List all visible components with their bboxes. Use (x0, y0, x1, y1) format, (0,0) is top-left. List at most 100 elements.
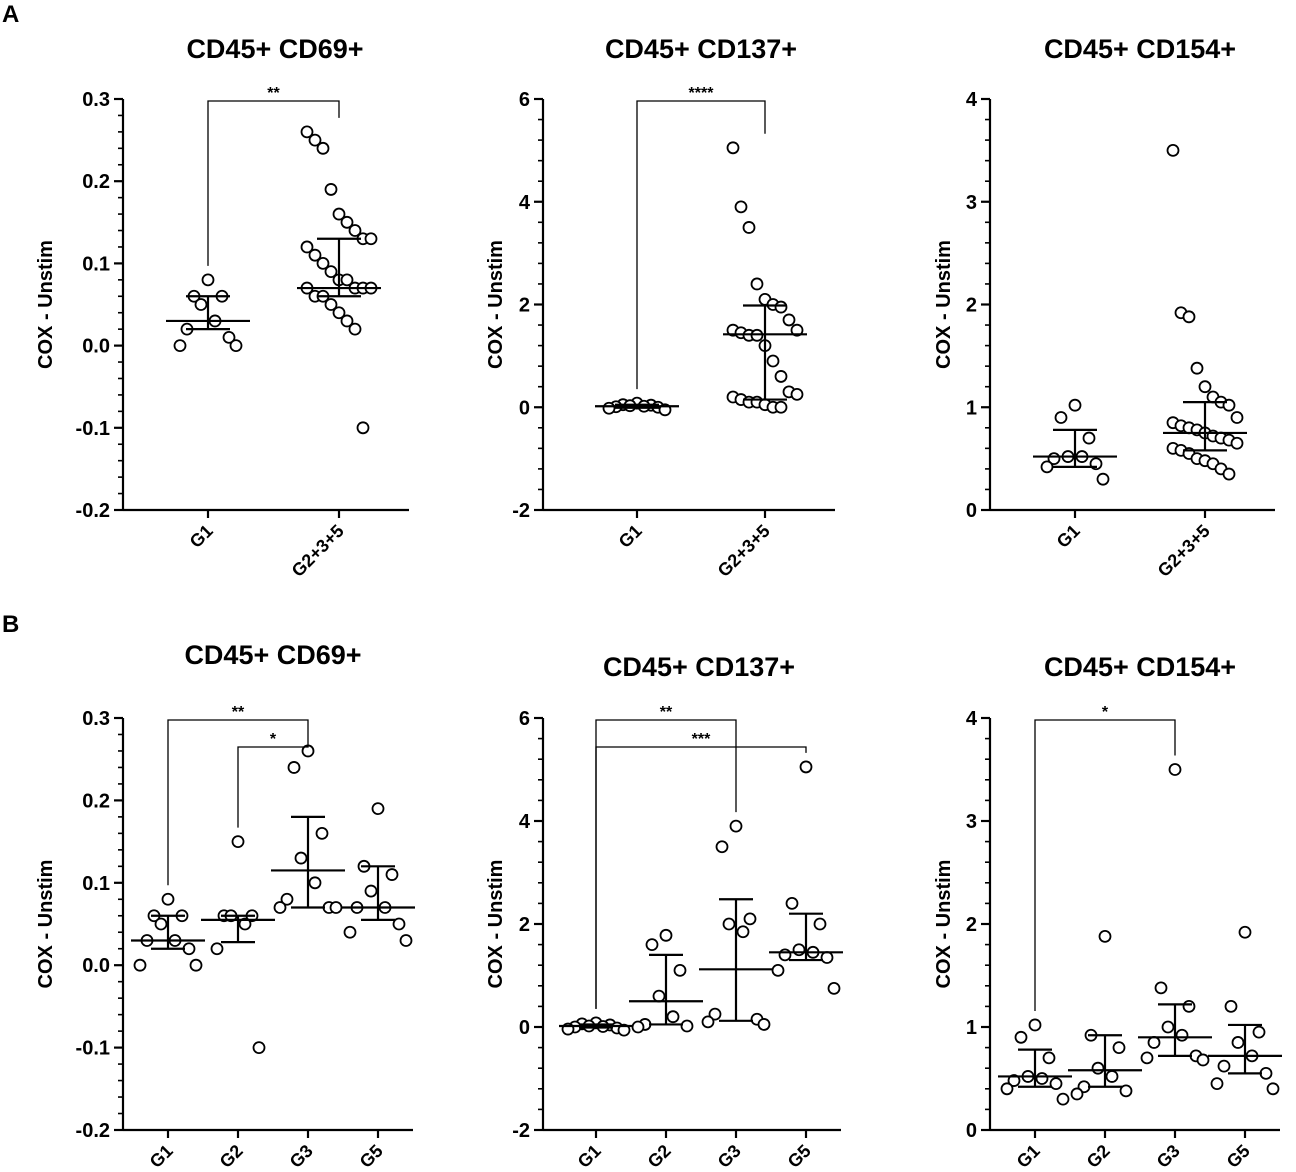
y-axis-label: COX - Unstim (933, 240, 955, 369)
data-point (1231, 1036, 1245, 1049)
data-point (300, 125, 314, 139)
data-point (631, 1020, 645, 1034)
data-point (680, 1019, 694, 1033)
data-point (315, 826, 329, 840)
significance-bracket (595, 746, 807, 1009)
significance-bracket (207, 100, 340, 266)
x-tick-label: G1 (186, 521, 217, 552)
data-point (1035, 1072, 1049, 1085)
y-tick-label: 2 (966, 295, 977, 317)
data-point (1096, 472, 1110, 486)
data-point (1049, 1077, 1063, 1091)
data-point (348, 224, 362, 237)
y-tick-label: 2 (966, 914, 977, 936)
data-point (316, 256, 330, 270)
data-point (766, 354, 780, 368)
chart-a3: CD45+ CD154+ COX - Unstim 0 1 2 3 4 G1 G2+3+5 (933, 34, 1275, 581)
x-tick-label: G2 (1083, 1141, 1114, 1172)
data-point (340, 215, 354, 229)
data-point (273, 901, 287, 914)
data-point (774, 400, 788, 414)
data-point (722, 917, 736, 931)
x-tick-label: G1 (615, 521, 646, 552)
data-point (666, 1010, 680, 1024)
data-point (316, 141, 330, 155)
data-point (1230, 411, 1244, 424)
x-tick-label: G3 (1153, 1141, 1184, 1172)
data-point (813, 917, 827, 931)
data-point (1238, 925, 1252, 939)
data-point (673, 963, 687, 977)
data-point (1217, 1059, 1231, 1073)
x-tick-label: G2+3+5 (1154, 521, 1214, 581)
panel-a-label: A (2, 1, 19, 28)
y-tick-label: -2 (512, 1120, 530, 1142)
data-point (782, 313, 796, 327)
significance-stars: ** (267, 85, 280, 102)
chart-b1: CD45+ CD69+ COX - Unstim -0.2 -0.1 0.0 0.1 0.2… (35, 640, 415, 1172)
chart-title: CD45+ CD69+ (184, 640, 361, 670)
data-point (792, 943, 806, 957)
data-point (1105, 1070, 1119, 1083)
x-tick-label: G2 (644, 1141, 675, 1172)
y-tick-label: 4 (519, 192, 531, 214)
data-point (340, 273, 354, 287)
significance-stars: * (270, 731, 277, 748)
data-point (194, 298, 208, 311)
data-point (356, 421, 370, 435)
y-tick-label: 0 (519, 397, 530, 419)
y-tick-label: 0.2 (82, 171, 110, 193)
data-point (1190, 361, 1204, 375)
data-point (231, 835, 245, 848)
data-point (364, 884, 378, 898)
data-point (343, 925, 357, 939)
data-point (1166, 143, 1180, 157)
data-point (774, 300, 788, 314)
y-tick-label: 6 (519, 708, 530, 730)
chart-title: CD45+ CD137+ (605, 34, 797, 64)
chart-a1: CD45+ CD69+ COX - Unstim -0.2 -0.1 0.0 0.1 0.2… (35, 34, 409, 581)
data-point (182, 942, 196, 956)
y-tick-label: 0.0 (82, 336, 110, 358)
data-point (734, 200, 748, 214)
data-point (392, 917, 406, 931)
y-tick-label: 0.1 (82, 253, 110, 275)
data-point (1098, 929, 1112, 943)
data-point (771, 963, 785, 977)
data-point (161, 892, 175, 906)
significance-bracket (237, 736, 309, 828)
significance-bracket (1034, 719, 1176, 1011)
x-tick-label: G3 (286, 1141, 317, 1172)
data-point (778, 948, 792, 962)
data-point (332, 306, 346, 320)
data-point (1091, 1061, 1105, 1075)
significance-bracket (167, 719, 309, 886)
data-point (1000, 1082, 1014, 1096)
data-point (774, 370, 788, 383)
data-point (1252, 1025, 1266, 1039)
y-tick-label: -0.2 (76, 500, 110, 522)
data-point (308, 133, 322, 147)
data-point (238, 917, 252, 931)
data-point (1168, 763, 1182, 776)
data-point (1028, 1018, 1042, 1032)
x-tick-label: G2+3+5 (714, 521, 774, 581)
data-point (790, 323, 804, 337)
data-point (743, 912, 757, 926)
significance-stars: * (1102, 704, 1109, 721)
y-axis-label: COX - Unstim (35, 860, 57, 989)
chart-title: CD45+ CD69+ (186, 34, 363, 64)
y-tick-label: 3 (966, 811, 977, 833)
data-point (1224, 1000, 1238, 1013)
data-point (154, 917, 168, 931)
significance-stars: ** (660, 704, 673, 721)
data-point (1147, 1036, 1161, 1049)
data-point (222, 330, 236, 344)
chart-a2: CD45+ CD137+ COX - Unstim -2 0 2 4 6 G1 G2+3+5 **… (485, 34, 835, 581)
data-point (287, 761, 301, 774)
y-tick-label: 0.2 (82, 790, 110, 812)
data-point (1266, 1082, 1280, 1096)
data-point (1119, 1084, 1133, 1098)
data-point (1210, 1077, 1224, 1091)
data-point (1042, 1051, 1056, 1065)
